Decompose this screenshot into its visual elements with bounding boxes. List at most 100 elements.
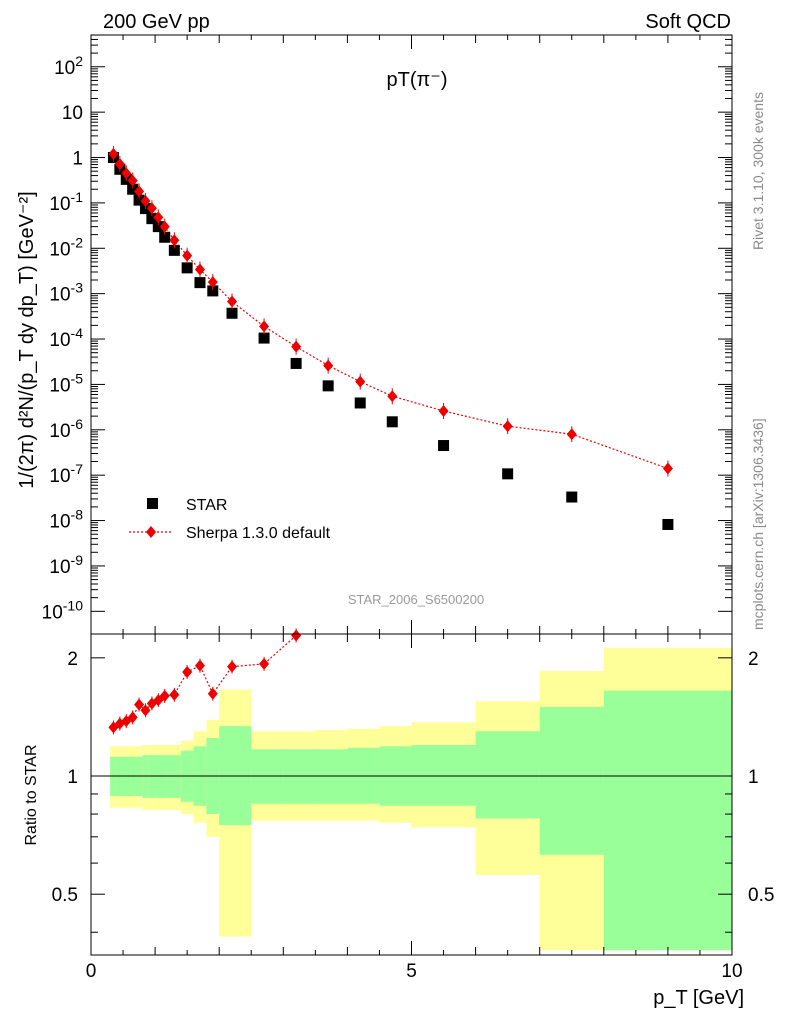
x-tick-label: 10	[721, 961, 742, 982]
plot-title: pT(π⁻)	[386, 69, 447, 91]
ratio-plot-panel: 0.5 0.5 1 1 2 2	[52, 628, 774, 956]
x-axis-label: p_T [GeV]	[653, 987, 744, 1009]
mcplots-reference-text: mcplots.cern.ch [arXiv:1306.3436]	[750, 418, 766, 630]
sherpa-data-point	[207, 276, 218, 289]
star-data-point	[662, 518, 674, 530]
sherpa-data-point	[662, 462, 673, 475]
legend-label-star: STAR	[186, 497, 227, 514]
star-data-point	[226, 307, 238, 319]
sherpa-data-point	[227, 295, 238, 308]
star-data-point	[322, 380, 334, 392]
ratio-stat-uncertainty-band	[475, 731, 540, 819]
main-plot-panel: 10-10 10-9 10-8 10-7 10-6 10-5 10-4 10-3 10-2 10-…	[42, 34, 733, 635]
y-tick-label: 102	[54, 53, 83, 79]
legend: STAR Sherpa 1.3.0 default	[129, 497, 331, 542]
y-tick-label: 10-1	[49, 189, 83, 215]
ratio-stat-uncertainty-band	[539, 706, 604, 855]
star-data-point	[566, 491, 578, 503]
ratio-tick-label: 1	[67, 767, 78, 788]
sherpa-data-point	[291, 340, 302, 353]
x-tick-label: 0	[86, 961, 97, 982]
y-tick-label: 10-4	[49, 325, 83, 351]
star-data-point	[133, 194, 145, 206]
y-tick-label: 1	[72, 149, 83, 170]
sherpa-ratio-point	[153, 694, 164, 707]
legend-marker-sherpa	[146, 526, 156, 538]
star-data-point	[181, 262, 193, 274]
sherpa-data-point	[114, 157, 125, 170]
sherpa-ratio-line	[113, 635, 297, 728]
y-tick-label: 10-3	[49, 280, 83, 306]
star-data-point	[502, 468, 514, 480]
sherpa-ratio-point	[291, 629, 302, 642]
sherpa-data-point	[502, 420, 513, 433]
sherpa-ratio-point	[121, 715, 132, 728]
star-data-point	[127, 183, 139, 195]
star-data-point	[152, 221, 164, 233]
star-data-point	[290, 357, 302, 369]
sherpa-data-point	[355, 375, 366, 388]
sherpa-data-point	[146, 202, 157, 215]
sherpa-data-point	[134, 185, 145, 198]
sherpa-data-point	[323, 359, 334, 372]
y-tick-label: 10	[62, 103, 83, 124]
y-tick-label: 10-9	[49, 552, 83, 578]
sherpa-ratio-point	[227, 660, 238, 673]
sherpa-data-point	[159, 220, 170, 233]
legend-label-sherpa: Sherpa 1.3.0 default	[186, 525, 331, 542]
legend-marker-star	[147, 498, 158, 509]
sherpa-data-point	[169, 234, 180, 247]
ratio-series-layer	[108, 628, 302, 735]
main-plot-frame	[90, 34, 733, 635]
sherpa-data-point	[566, 428, 577, 441]
y-tick-label: 10-7	[49, 461, 83, 487]
y-axis-label: 1/(2π) d²N/(p_T dy dp_T) [GeV⁻²]	[16, 191, 38, 488]
header-right-label: Soft QCD	[645, 11, 731, 33]
ratio-tick-label: 2	[67, 649, 78, 670]
ratio-tick-label: 0.5	[52, 885, 78, 906]
y-tick-label: 10-8	[49, 507, 83, 533]
sherpa-data-point	[108, 147, 119, 160]
sherpa-data-point	[194, 263, 205, 276]
sherpa-ratio-point	[169, 688, 180, 701]
ratio-y-axis-label: Ratio to STAR	[23, 744, 40, 845]
sherpa-ratio-point	[207, 687, 218, 700]
sherpa-ratio-point	[159, 689, 170, 702]
star-data-point	[354, 397, 366, 409]
sherpa-data-point	[140, 195, 151, 208]
star-data-point	[386, 416, 398, 428]
sherpa-data-point	[153, 211, 164, 224]
star-data-point	[258, 332, 270, 344]
rivet-version-text: Rivet 3.1.10, 300k events	[750, 92, 766, 250]
star-data-point	[146, 213, 158, 225]
x-axis-ticks: 0 5 10	[86, 35, 743, 982]
header-left-label: 200 GeV pp	[103, 11, 210, 33]
sherpa-ratio-point	[127, 711, 138, 724]
ratio-y-ticks: 0.5 0.5 1 1 2 2	[52, 649, 774, 933]
sherpa-ratio-point	[140, 704, 151, 717]
analysis-watermark: STAR_2006_S6500200	[348, 592, 484, 607]
ratio-tick-label-right: 1	[748, 767, 759, 788]
star-data-point	[207, 285, 219, 297]
sherpa-data-point	[438, 404, 449, 417]
sherpa-data-point	[121, 167, 132, 180]
ratio-tick-label-right: 2	[748, 649, 759, 670]
y-tick-label: 10-6	[49, 416, 83, 442]
sherpa-data-point	[387, 390, 398, 403]
series-layer	[107, 145, 674, 530]
main-y-ticks: 10-10 10-9 10-8 10-7 10-6 10-5 10-4 10-3 10-2 10-…	[42, 34, 732, 623]
ratio-uncertainty-bands	[110, 647, 732, 951]
ratio-stat-uncertainty-band	[411, 744, 476, 806]
sherpa-ratio-point	[134, 698, 145, 711]
star-data-point	[194, 277, 206, 289]
x-tick-label: 5	[406, 961, 417, 982]
ratio-stat-uncertainty-band	[603, 690, 732, 951]
y-tick-label: 10-10	[42, 597, 84, 623]
y-tick-label: 10-5	[49, 370, 83, 396]
star-data-point	[168, 244, 180, 256]
star-data-point	[438, 440, 450, 452]
y-tick-label: 10-2	[49, 234, 83, 260]
sherpa-ratio-point	[182, 666, 193, 679]
sherpa-ratio-point	[194, 659, 205, 672]
